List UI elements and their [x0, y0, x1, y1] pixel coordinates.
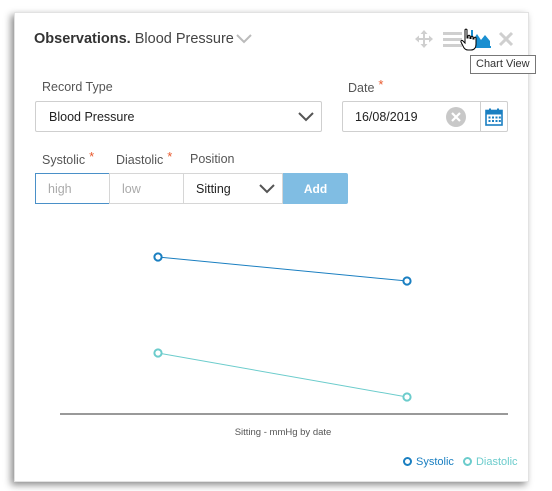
x-axis-label: Sitting - mmHg by date: [235, 427, 332, 438]
panel-header: Observations. Blood Pressure: [15, 13, 528, 65]
required-marker: *: [167, 149, 173, 164]
record-type-select[interactable]: Blood Pressure: [35, 101, 322, 132]
required-marker: *: [89, 149, 95, 164]
legend-marker: [403, 457, 412, 466]
add-button[interactable]: Add: [283, 173, 348, 204]
blood-pressure-chart: Sitting - mmHg by date: [60, 252, 508, 438]
data-point-diastolic-0[interactable]: [153, 348, 163, 358]
hand-cursor-icon: [460, 28, 477, 51]
date-label-text: Date: [348, 81, 375, 95]
date-label: Date *: [348, 77, 384, 95]
legend-item-diastolic[interactable]: Diastolic: [462, 456, 518, 468]
position-select[interactable]: Sitting: [183, 173, 283, 204]
data-point-systolic-0[interactable]: [153, 252, 163, 262]
chevron-down-icon: [298, 112, 314, 122]
systolic-label-text: Systolic: [42, 153, 86, 167]
diastolic-label: Diastolic *: [116, 149, 173, 167]
data-point-systolic-1[interactable]: [402, 276, 412, 286]
diastolic-input[interactable]: [109, 173, 184, 204]
observations-panel: Observations. Blood Pressure: [14, 12, 529, 482]
clear-circle-icon[interactable]: [445, 106, 467, 128]
chart-view-tooltip: Chart View: [470, 55, 536, 74]
series-line-systolic: [157, 256, 408, 282]
panel-title-strong: Observations.: [34, 31, 131, 47]
legend-label: Diastolic: [475, 456, 518, 468]
required-marker: *: [378, 77, 384, 92]
close-icon[interactable]: [498, 29, 514, 49]
systolic-input[interactable]: [35, 173, 110, 204]
chevron-down-icon[interactable]: [236, 34, 252, 44]
record-type-value: Blood Pressure: [49, 110, 135, 124]
move-icon[interactable]: [414, 29, 434, 49]
position-label: Position: [190, 152, 235, 166]
legend-marker: [462, 457, 472, 466]
date-value: 16/08/2019: [355, 110, 418, 124]
calendar-icon[interactable]: [485, 108, 503, 126]
systolic-label: Systolic *: [42, 149, 95, 167]
data-point-diastolic-1[interactable]: [402, 392, 412, 402]
legend-label: Systolic: [416, 456, 454, 468]
diastolic-label-text: Diastolic: [116, 153, 164, 167]
date-field[interactable]: 16/08/2019: [342, 101, 508, 132]
record-type-label: Record Type: [42, 80, 113, 94]
panel-title: Observations. Blood Pressure: [34, 31, 234, 47]
legend-item-systolic[interactable]: Systolic: [403, 456, 454, 468]
position-value: Sitting: [196, 182, 231, 196]
list-icon[interactable]: [442, 29, 463, 49]
series-line-diastolic: [157, 352, 408, 398]
chevron-down-icon: [259, 184, 275, 194]
date-separator: [480, 102, 481, 131]
panel-title-subtitle: Blood Pressure: [134, 31, 234, 47]
chart-legend: Systolic Diastolic: [403, 456, 524, 468]
